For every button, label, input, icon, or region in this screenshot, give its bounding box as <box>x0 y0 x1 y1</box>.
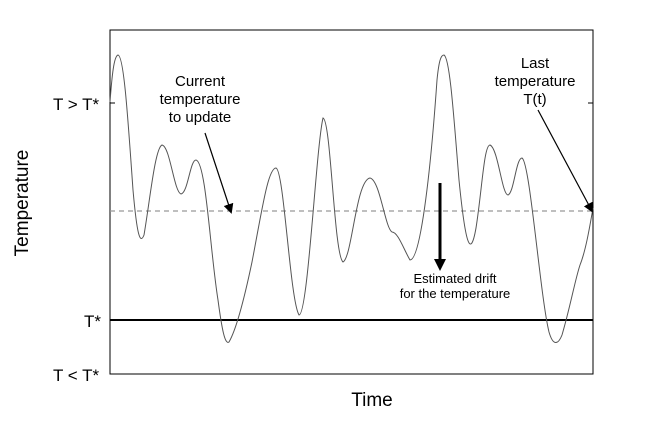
x-axis-title: Time <box>351 390 393 411</box>
last-annotation-line-2: temperature <box>495 73 576 90</box>
temperature-curve <box>109 54 594 343</box>
current-temperature-arrow <box>204 132 234 214</box>
current-annotation-line-3: to update <box>169 109 232 126</box>
current-annotation-line-1: Current <box>175 73 226 90</box>
last-annotation-line-3: T(t) <box>523 91 546 108</box>
last-temperature-arrow <box>537 109 593 213</box>
drift-annotation-line-2: for the temperature <box>400 286 511 301</box>
drift-annotation-line-1: Estimated drift <box>413 271 496 286</box>
y-tick-low: T < T* <box>53 366 100 385</box>
y-axis-title: Temperature <box>12 150 33 257</box>
plot-frame <box>109 29 594 375</box>
y-tick-mid: T* <box>84 312 101 331</box>
y-tick-high: T > T* <box>53 95 100 114</box>
last-annotation-line-1: Last <box>521 55 550 72</box>
current-annotation-line-2: temperature <box>160 91 241 108</box>
